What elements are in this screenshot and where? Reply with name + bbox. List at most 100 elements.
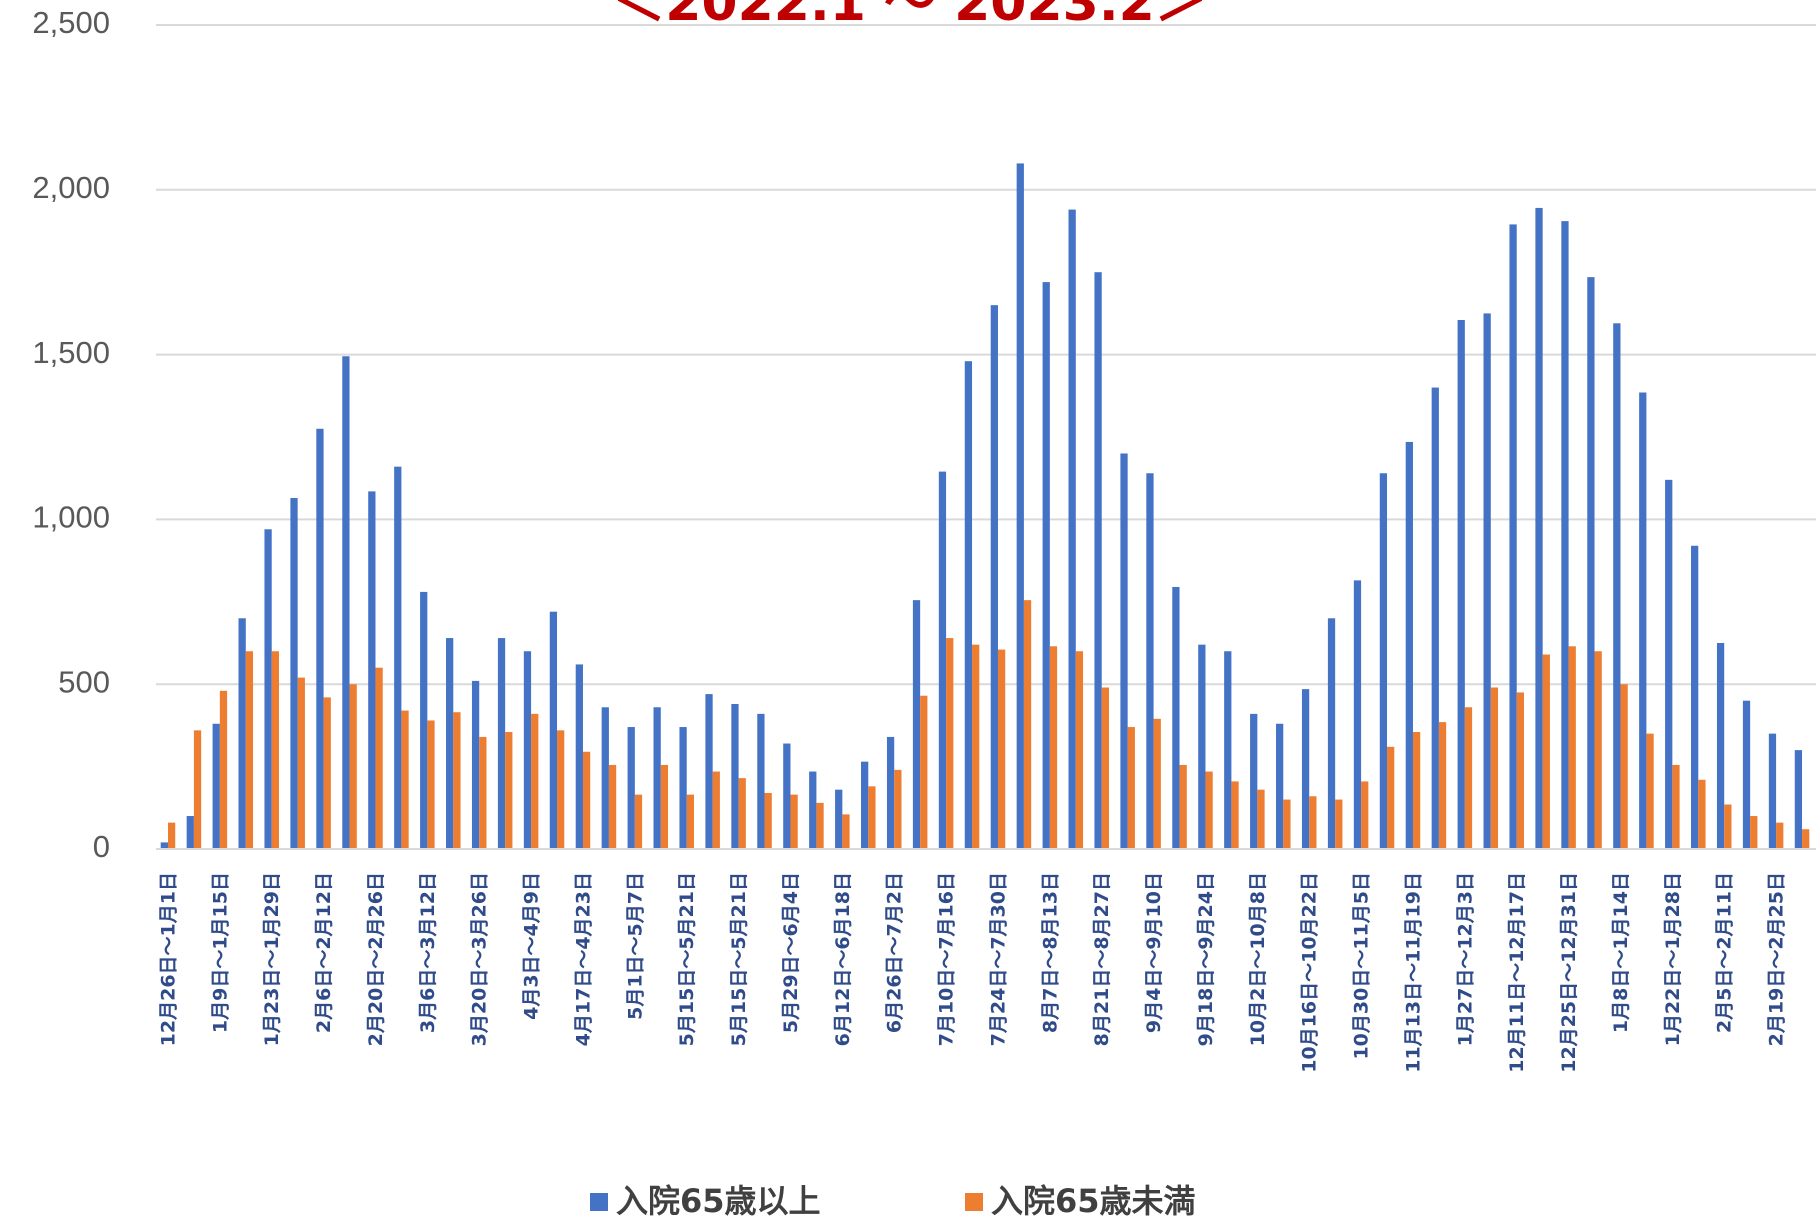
bar xyxy=(238,618,246,849)
bar xyxy=(523,651,532,849)
bar xyxy=(964,361,973,849)
bar xyxy=(1172,586,1180,849)
bar xyxy=(757,713,765,849)
bar xyxy=(1049,646,1058,849)
bar xyxy=(427,720,435,849)
bar xyxy=(1075,651,1084,849)
bar xyxy=(1231,781,1239,849)
bar xyxy=(471,680,480,849)
bar xyxy=(549,611,558,849)
bar xyxy=(1646,733,1654,849)
bar xyxy=(1127,727,1135,849)
bar xyxy=(809,771,817,849)
bar xyxy=(1768,733,1777,849)
bar xyxy=(1153,718,1161,849)
bar xyxy=(1361,781,1369,849)
bar xyxy=(712,771,720,849)
x-tick-label: 4月3日～4月9日 xyxy=(521,872,543,1020)
bar xyxy=(1535,207,1543,850)
x-tick-label: 2月20日～2月26日 xyxy=(365,872,387,1046)
x-tick-label: 9月18日～9月24日 xyxy=(1195,872,1217,1046)
bar xyxy=(1464,707,1473,849)
bar xyxy=(1483,313,1491,849)
bar xyxy=(160,842,168,849)
x-tick-label: 12月25日～12月31日 xyxy=(1558,872,1580,1073)
bar xyxy=(1101,687,1109,849)
bar xyxy=(349,684,357,849)
bar xyxy=(575,664,583,849)
legend-label: 入院65歳未満 xyxy=(991,1182,1196,1220)
x-tick-label: 2月19日～2月25日 xyxy=(1766,872,1788,1046)
bar xyxy=(679,727,687,849)
bar xyxy=(738,778,746,849)
bar xyxy=(764,792,772,849)
bar xyxy=(1224,651,1232,849)
bar xyxy=(912,600,921,849)
x-tick-label: 5月15日～5月21日 xyxy=(676,872,698,1046)
bar xyxy=(1665,479,1673,849)
bar xyxy=(1561,221,1569,849)
bar xyxy=(1387,746,1395,849)
bar xyxy=(453,712,461,849)
bar xyxy=(1276,723,1284,849)
y-tick-label: 1,000 xyxy=(32,500,110,535)
x-tick-label: 5月29日～6月4日 xyxy=(780,872,802,1033)
bar xyxy=(731,703,739,849)
bar xyxy=(401,710,409,849)
bar xyxy=(1542,654,1550,849)
bar xyxy=(1594,651,1602,849)
bar xyxy=(1301,689,1310,849)
bar xyxy=(505,731,513,849)
bar xyxy=(1457,319,1465,849)
x-tick-label: 3月20日～3月26日 xyxy=(469,872,491,1046)
bar xyxy=(886,736,895,849)
bar xyxy=(316,428,324,849)
x-tick-label: 8月7日～8月13日 xyxy=(1039,872,1061,1033)
bar xyxy=(1068,209,1076,850)
bar xyxy=(1438,722,1447,849)
bar xyxy=(894,769,902,849)
bar xyxy=(946,638,954,849)
bar xyxy=(446,638,454,849)
bar xyxy=(1431,387,1439,849)
bar xyxy=(835,789,843,849)
bar xyxy=(660,764,669,849)
bar xyxy=(1353,580,1362,849)
y-tick-label: 1,500 xyxy=(32,335,110,370)
bar xyxy=(972,644,980,849)
x-tick-label: 1月22日～1月28日 xyxy=(1662,872,1684,1046)
bar xyxy=(653,707,661,849)
bar xyxy=(1283,799,1291,849)
bar xyxy=(193,730,202,849)
bar xyxy=(1613,323,1621,850)
x-tick-label: 10月16日～10月22日 xyxy=(1299,872,1321,1073)
bar xyxy=(868,786,876,849)
bar xyxy=(479,736,487,849)
bar xyxy=(1568,646,1576,849)
bar xyxy=(1516,692,1524,849)
bar xyxy=(938,471,947,849)
bar xyxy=(245,651,254,849)
bar xyxy=(1742,700,1751,849)
bar xyxy=(1309,796,1317,849)
bar xyxy=(790,794,798,849)
bar xyxy=(816,802,824,849)
bar xyxy=(497,638,506,849)
bar xyxy=(1639,392,1647,849)
bar xyxy=(705,694,713,849)
x-tick-label: 8月21日～8月27日 xyxy=(1091,872,1113,1046)
bar xyxy=(1250,713,1258,849)
x-tick-label: 6月26日～7月2日 xyxy=(884,872,906,1033)
bar xyxy=(557,730,565,849)
x-tick-label: 11月13日～11月19日 xyxy=(1402,872,1424,1073)
x-tick-label: 4月17日～4月23日 xyxy=(572,872,594,1046)
bar xyxy=(297,677,305,849)
bar xyxy=(582,751,591,849)
bar xyxy=(1120,453,1128,849)
bar xyxy=(1794,750,1803,849)
bar xyxy=(1776,822,1784,849)
bar xyxy=(368,491,376,849)
bar xyxy=(290,497,298,849)
bar xyxy=(1198,644,1206,849)
